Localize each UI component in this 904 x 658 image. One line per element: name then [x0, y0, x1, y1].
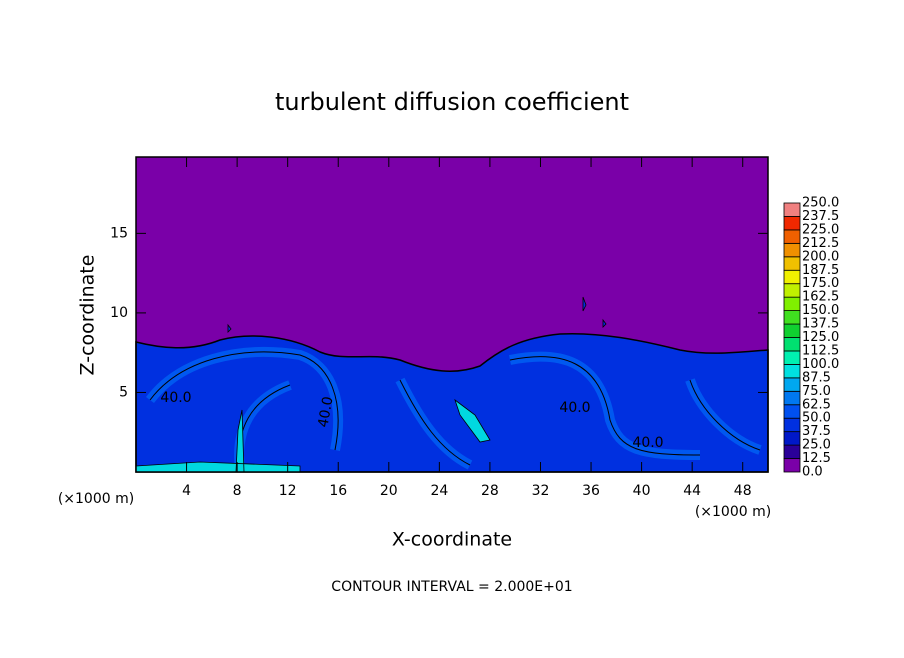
colorbar-label: 75.0	[802, 384, 831, 399]
y-tick-label: 15	[110, 225, 128, 241]
colorbar-label: 37.5	[802, 424, 831, 439]
colorbar-cell	[783, 296, 801, 311]
colorbar-cell	[783, 310, 801, 325]
colorbar-label: 112.5	[802, 343, 839, 358]
colorbar-label: 87.5	[802, 370, 831, 385]
x-tick-label: 24	[430, 483, 448, 499]
colorbar-cell	[783, 417, 801, 433]
field-speck	[227, 296, 607, 333]
chart-title: turbulent diffusion coefficient	[275, 88, 629, 116]
y-tick-label: 5	[119, 384, 128, 400]
colorbar-cell	[783, 377, 801, 392]
contour-label: 40.0	[315, 395, 336, 428]
x-tick-label: 36	[582, 483, 600, 499]
x-unit-label: (×1000 m)	[695, 504, 771, 520]
colorbar-cell	[783, 350, 801, 365]
x-tick-label: 44	[683, 483, 701, 499]
colorbar-label: 187.5	[802, 263, 839, 278]
colorbar-cell	[783, 337, 801, 352]
turbulent-region	[135, 332, 769, 473]
plot-frame	[135, 156, 769, 473]
colorbar-cell	[783, 444, 801, 459]
x-axis-label: X-coordinate	[392, 529, 512, 551]
x-tick-label: 20	[380, 483, 398, 499]
colorbar-cell	[783, 216, 801, 231]
colorbar-label: 162.5	[802, 290, 839, 305]
colorbar-label: 250.0	[802, 196, 839, 211]
colorbar-label: 150.0	[802, 303, 839, 318]
colorbar-label: 62.5	[802, 397, 831, 412]
colorbar-cell	[783, 256, 801, 271]
x-tick-label: 28	[481, 483, 499, 499]
colorbar-cell	[783, 283, 801, 298]
contour-label: 40.0	[632, 435, 663, 451]
y-axis-label: Z-coordinate	[77, 255, 99, 376]
x-tick-label: 32	[532, 483, 550, 499]
colorbar-cell	[783, 229, 801, 244]
colorbar-label: 225.0	[802, 222, 839, 237]
contour-label: 40.0	[559, 400, 590, 416]
x-tick-label: 4	[182, 483, 191, 499]
contour-line	[149, 351, 761, 471]
colorbar-label: 12.5	[802, 451, 831, 466]
plot-area	[135, 156, 769, 473]
colorbar-label: 175.0	[802, 276, 839, 291]
colorbar-label: 25.0	[802, 438, 831, 453]
colorbar-label: 212.5	[802, 236, 839, 251]
x-unit-label: (×1000 m)	[58, 491, 134, 507]
x-tick-label: 12	[279, 483, 297, 499]
colorbar-label: 0.0	[802, 465, 823, 480]
colorbar-cell	[783, 242, 801, 258]
colorbar-cell	[783, 269, 801, 285]
x-tick-label: 48	[734, 483, 752, 499]
colorbar-cell	[783, 458, 801, 473]
colorbar-label: 100.0	[802, 357, 839, 372]
footnote: CONTOUR INTERVAL = 2.000E+01	[331, 579, 572, 595]
colorbar-label: 137.5	[802, 317, 839, 332]
colorbar-cell	[783, 404, 801, 419]
x-tick-label: 16	[329, 483, 347, 499]
colorbar-label: 200.0	[802, 249, 839, 264]
y-tick-label: 10	[110, 305, 128, 321]
colorbar-cell	[783, 390, 801, 406]
colorbar-label: 125.0	[802, 330, 839, 345]
colorbar-cell	[783, 323, 801, 338]
x-tick-label: 8	[233, 483, 242, 499]
colorbar-cell	[783, 202, 801, 217]
colorbar-label: 237.5	[802, 209, 839, 224]
colorbar-label: 50.0	[802, 411, 831, 426]
contour-label: 40.0	[160, 390, 191, 406]
x-tick-label: 40	[633, 483, 651, 499]
colorbar-cell	[783, 363, 801, 379]
colorbar-cell	[783, 431, 801, 446]
